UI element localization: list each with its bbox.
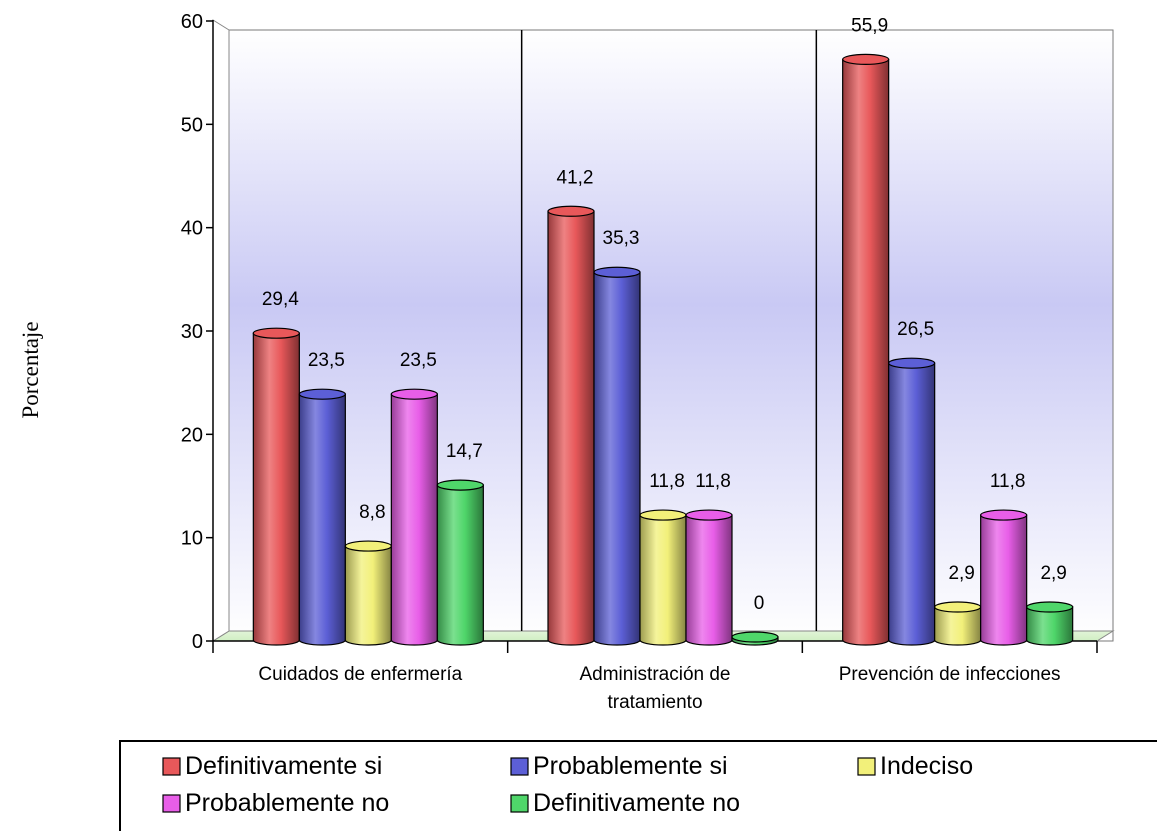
data-labels: 29,4 23,5 8,8 23,5 14,7 41,2 35,3 11,8 11,8 0 55,9… [262, 15, 1067, 614]
bar [436, 479, 484, 646]
legend-swatch [510, 794, 529, 813]
plot-side-wall [212, 19, 230, 642]
legend-label: Definitivamente si [185, 752, 382, 780]
legend-label: Probablemente no [185, 789, 389, 817]
data-label: 26,5 [897, 319, 934, 340]
y-tick-label: 20 [181, 424, 203, 446]
bar [731, 631, 779, 646]
bar [685, 509, 733, 646]
bar [390, 388, 438, 646]
data-label: 14,7 [446, 441, 483, 462]
legend-item: Definitivamente si [162, 752, 382, 780]
data-label: 35,3 [603, 228, 640, 249]
y-tick-label: 50 [181, 114, 203, 136]
legend-label: Definitivamente no [533, 789, 740, 817]
data-label: 23,5 [400, 350, 437, 371]
legend-swatch [162, 794, 181, 813]
x-tick-label: Prevención de infecciones [839, 664, 1061, 685]
data-label: 2,9 [1040, 563, 1066, 584]
y-tick-label: 30 [181, 321, 203, 343]
bar [980, 509, 1028, 646]
data-label: 11,8 [990, 471, 1026, 492]
data-label: 11,8 [695, 471, 731, 492]
data-label: 23,5 [308, 350, 345, 371]
bar [593, 266, 641, 646]
data-label: 2,9 [948, 563, 974, 584]
x-tick-label: Cuidados de enfermería [258, 664, 462, 685]
data-label: 11,8 [649, 471, 685, 492]
x-tick-label: tratamiento [607, 692, 702, 713]
legend-item: Probablemente si [510, 752, 728, 780]
bar [344, 540, 392, 646]
y-axis-label: Porcentaje [18, 321, 43, 418]
legend-box [119, 740, 1157, 831]
y-tick-label: 10 [181, 528, 203, 550]
legend-swatch [162, 757, 181, 776]
data-label: 41,2 [557, 167, 594, 188]
legend-swatch [857, 757, 876, 776]
data-label: 8,8 [359, 502, 385, 523]
bar [547, 205, 595, 646]
legend-label: Probablemente si [533, 752, 728, 780]
y-tick-label: 40 [181, 218, 203, 240]
x-tick-label: Administración de [579, 664, 730, 685]
y-tick-label: 60 [181, 11, 203, 33]
bar [639, 509, 687, 646]
bar [1026, 601, 1074, 646]
legend-item: Probablemente no [162, 789, 389, 817]
bars [252, 53, 1074, 646]
data-label: 0 [754, 593, 765, 614]
data-label: 29,4 [262, 289, 299, 310]
y-tick-label: 0 [192, 631, 203, 653]
legend-item: Definitivamente no [510, 789, 740, 817]
legend-label: Indeciso [880, 752, 973, 780]
legend-item: Indeciso [857, 752, 973, 780]
bar [298, 388, 346, 646]
bar [888, 357, 936, 646]
legend-swatch [510, 757, 529, 776]
data-label: 55,9 [851, 15, 888, 36]
bar [842, 53, 890, 646]
bar [252, 327, 300, 646]
legend: Definitivamente si Probablemente si Indeci… [119, 740, 1157, 831]
bar [934, 601, 982, 646]
